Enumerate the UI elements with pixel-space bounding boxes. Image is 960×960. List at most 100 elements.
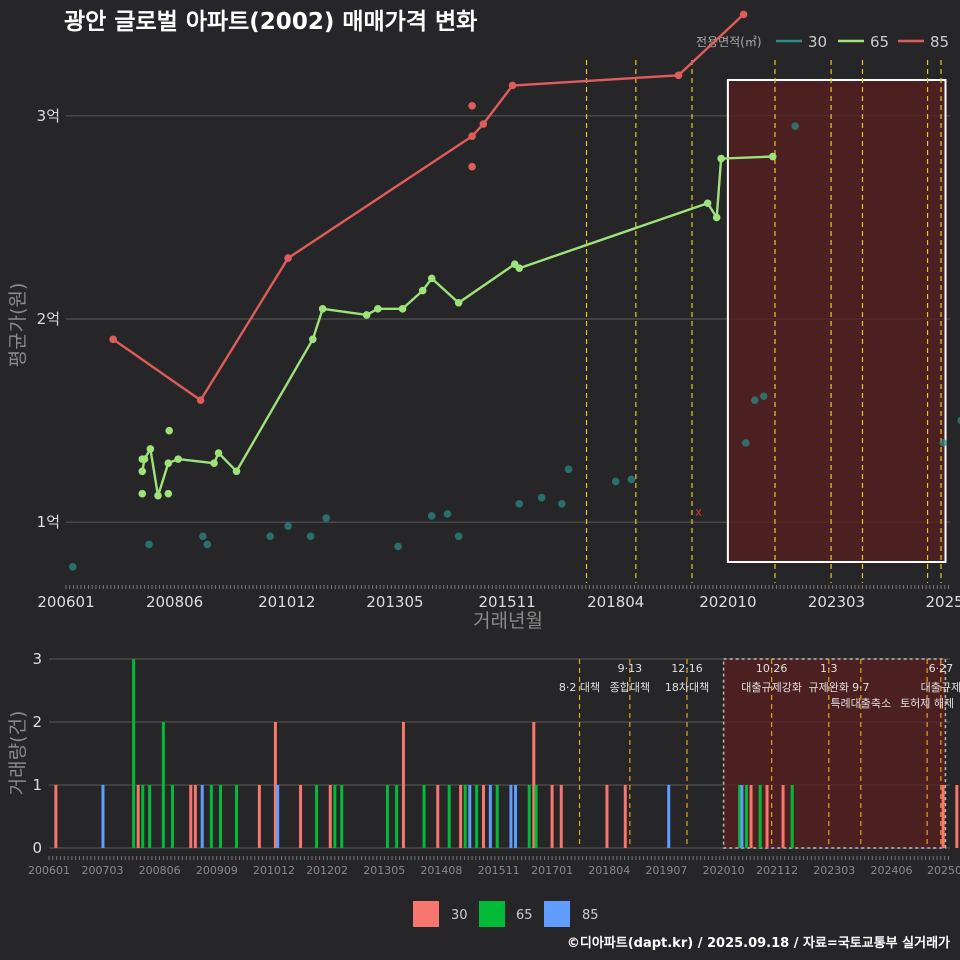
point-65-15 <box>427 274 436 283</box>
bar-65-52 <box>790 785 794 848</box>
bar-30-48 <box>749 785 753 848</box>
point-30-7 <box>322 514 331 522</box>
bar-30-14 <box>257 785 261 848</box>
bar-85-36 <box>514 785 518 848</box>
point-30-13 <box>537 493 546 502</box>
price-chart: 1억 2억 3억 200601 200806 201012 201305 201511 2018… <box>37 10 960 611</box>
point-65-25 <box>164 489 173 498</box>
point-30-21 <box>791 122 799 130</box>
point-30-19 <box>751 396 759 405</box>
policy-label-7-0: 6·27 <box>929 662 954 675</box>
point-85-7 <box>739 10 748 19</box>
bar-y-tick-label-1: 1 <box>32 776 42 794</box>
y-axis-title-bottom: 거래량(건) <box>7 711 29 796</box>
bar-30-32 <box>481 785 485 848</box>
bar-65-25 <box>422 785 426 848</box>
bar-65-21 <box>340 785 344 848</box>
series-line-65 <box>141 155 773 497</box>
marker-x-0: x <box>695 505 702 519</box>
point-85-0 <box>109 335 117 344</box>
y-tick-label-2: 3억 <box>37 107 60 125</box>
point-65-26 <box>165 426 174 435</box>
bar-85-46 <box>740 785 744 848</box>
bar-30-28 <box>459 785 463 848</box>
point-30-9 <box>427 512 436 520</box>
bar-65-29 <box>463 785 467 848</box>
point-30-17 <box>627 475 636 484</box>
bar-65-6 <box>161 722 165 848</box>
bar-x-tick-label-10: 201804 <box>588 864 630 877</box>
bar-65-18 <box>315 785 319 848</box>
bar-65-39 <box>534 785 538 848</box>
point-65-16 <box>454 298 463 307</box>
point-30-22 <box>939 439 948 447</box>
bar-x-tick-label-4: 201012 <box>253 864 295 877</box>
y-tick-label-1: 2억 <box>37 310 60 328</box>
policy-label-4-0: 1·3 <box>820 662 838 675</box>
bar-x-tick-label-15: 202406 <box>870 864 912 877</box>
point-65-0 <box>138 467 147 476</box>
policy-label-4-1: 규제완화 <box>809 681 849 694</box>
legend-label-85: 85 <box>930 33 949 51</box>
point-65-2 <box>146 445 155 453</box>
x-tick-label-1: 200806 <box>146 593 203 611</box>
point-30-23 <box>957 416 960 425</box>
point-65-10 <box>318 305 327 313</box>
bar-x-tick-label-5: 201202 <box>306 864 348 877</box>
policy-label-5-1: 특례대출축소 <box>830 697 891 710</box>
point-30-8 <box>394 542 402 551</box>
point-65-19 <box>703 199 712 208</box>
point-85-6 <box>674 71 683 80</box>
bar-30-3 <box>136 785 140 848</box>
point-30-16 <box>611 477 620 486</box>
policy-label-3-1: 대출규제강화 <box>741 681 802 694</box>
bar-30-26 <box>436 785 440 848</box>
policy-label-1-0: 9·13 <box>618 662 643 675</box>
point-65-20 <box>712 213 721 222</box>
bar-65-22 <box>385 785 389 848</box>
policy-label-0-0: 8·2 대책 <box>559 681 600 694</box>
legend-top: 전용면적(㎡) 30 65 85 <box>696 33 949 51</box>
bar-30-41 <box>559 785 563 848</box>
bar-x-tick-label-6: 201305 <box>363 864 405 877</box>
bar-x-tick-label-2: 200806 <box>139 864 181 877</box>
bar-x-tick-label-13: 202112 <box>756 864 798 877</box>
legend-label-30: 30 <box>808 33 827 51</box>
y-tick-label-0: 1억 <box>37 513 60 531</box>
point-65-7 <box>214 449 223 457</box>
bar-x-tick-label-0: 200601 <box>28 864 70 877</box>
bar-65-13 <box>235 785 239 848</box>
point-65-9 <box>309 335 317 344</box>
legend-label-65: 65 <box>870 33 889 51</box>
bar-65-47 <box>744 785 748 848</box>
legend-bar-label-65: 65 <box>516 908 533 923</box>
point-30-1 <box>145 540 153 549</box>
bar-30-0 <box>54 785 58 848</box>
y-axis-title-top: 평균가(원) <box>7 283 29 368</box>
legend-bar-label-85: 85 <box>582 908 599 923</box>
point-65-4 <box>164 459 173 467</box>
bar-30-17 <box>299 785 303 848</box>
bar-30-51 <box>781 785 785 848</box>
bar-65-20 <box>333 785 337 848</box>
bar-x-tick-label-11: 201907 <box>645 864 687 877</box>
point-65-3 <box>154 491 162 500</box>
point-65-11 <box>362 311 371 319</box>
bar-85-30 <box>468 785 472 848</box>
bar-65-45 <box>738 785 742 848</box>
legend-bottom: 30 65 85 <box>413 901 599 927</box>
legend-bar-swatch-85 <box>544 901 570 927</box>
policy-label-1-1: 종합대책 <box>610 681 650 694</box>
point-85-3 <box>468 132 476 141</box>
bar-85-16 <box>276 785 280 848</box>
bar-30-19 <box>328 785 332 848</box>
x-tick-label-6: 202010 <box>699 593 756 611</box>
bar-65-11 <box>209 785 213 848</box>
bar-30-40 <box>550 785 554 848</box>
bar-x-tick-label-3: 200909 <box>196 864 238 877</box>
point-65-21 <box>717 154 725 163</box>
point-65-5 <box>174 455 182 463</box>
bar-x-tick-label-14: 202303 <box>813 864 855 877</box>
bar-30-54 <box>955 785 959 848</box>
